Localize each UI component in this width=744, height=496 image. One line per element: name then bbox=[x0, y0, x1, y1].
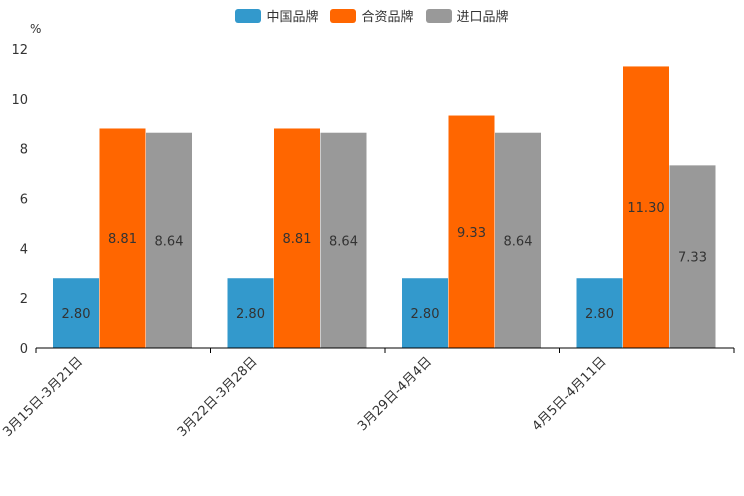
data-label: 8.81 bbox=[108, 232, 137, 247]
bar bbox=[576, 278, 623, 348]
bar bbox=[495, 132, 541, 348]
bar bbox=[146, 132, 192, 348]
bar bbox=[669, 165, 716, 348]
x-tick-label: 3月22日-3月28日 bbox=[175, 354, 261, 440]
data-label: 8.64 bbox=[329, 234, 358, 249]
data-label: 8.64 bbox=[155, 234, 184, 249]
y-tick-label: 10 bbox=[11, 93, 28, 108]
bar bbox=[623, 66, 669, 349]
data-label: 2.80 bbox=[585, 307, 614, 322]
data-label: 2.80 bbox=[411, 307, 440, 322]
data-label: 2.80 bbox=[62, 307, 91, 322]
data-label: 7.33 bbox=[678, 251, 707, 266]
y-tick-label: 12 bbox=[11, 43, 28, 58]
y-tick-label: 0 bbox=[20, 342, 28, 357]
data-label: 2.80 bbox=[236, 307, 265, 322]
y-tick-label: 4 bbox=[20, 242, 28, 257]
legend-swatch-joint bbox=[330, 8, 357, 23]
data-label: 8.64 bbox=[504, 234, 533, 249]
x-tick-label: 4月5日-4月11日 bbox=[530, 354, 610, 434]
legend-label-joint: 合资品牌 bbox=[361, 10, 414, 25]
x-tick-label: 3月29日-4月4日 bbox=[355, 354, 435, 434]
legend-item-china[interactable]: 中国品牌 bbox=[235, 6, 318, 25]
data-label: 9.33 bbox=[457, 226, 486, 241]
x-tick-label: 3月15日-3月21日 bbox=[0, 354, 86, 440]
legend-swatch-import bbox=[425, 8, 452, 23]
bar bbox=[53, 278, 99, 348]
y-axis-unit: % bbox=[30, 22, 42, 36]
data-label: 11.30 bbox=[627, 201, 664, 216]
data-label: 8.81 bbox=[283, 232, 312, 247]
bar bbox=[227, 278, 274, 348]
legend-label-china: 中国品牌 bbox=[266, 10, 319, 25]
legend-item-joint[interactable]: 合资品牌 bbox=[330, 6, 414, 25]
legend-swatch-china bbox=[235, 8, 262, 23]
legend-label-import: 进口品牌 bbox=[456, 10, 509, 25]
y-tick-label: 6 bbox=[20, 193, 28, 208]
bar bbox=[320, 132, 367, 348]
bar bbox=[274, 128, 320, 348]
bar bbox=[99, 128, 146, 348]
legend-item-import[interactable]: 进口品牌 bbox=[425, 6, 509, 25]
bar bbox=[402, 278, 448, 348]
bar bbox=[448, 115, 495, 348]
y-tick-label: 2 bbox=[20, 292, 28, 307]
y-tick-label: 8 bbox=[20, 143, 28, 158]
legend: 中国品牌 合资品牌 进口品牌 bbox=[0, 6, 744, 25]
